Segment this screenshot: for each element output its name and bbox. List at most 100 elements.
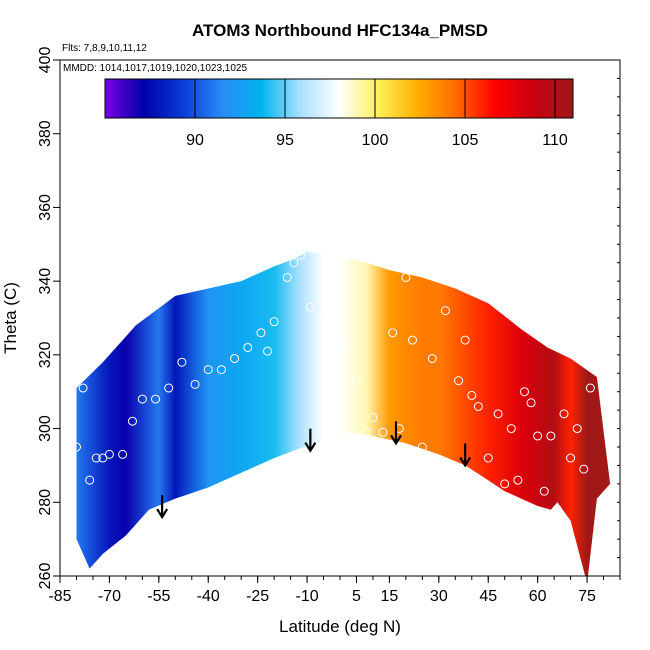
colorbar-tick-label: 95 (276, 132, 294, 149)
observation-markers (71, 250, 595, 515)
observation-point (585, 383, 595, 393)
observation-point (579, 464, 589, 474)
observation-point (417, 442, 427, 452)
heatmap-field (76, 251, 611, 576)
colorbar-scale (104, 78, 574, 119)
observation-point (519, 387, 529, 397)
observation-point (467, 390, 477, 400)
observation-point (338, 339, 348, 349)
observation-point (118, 449, 128, 459)
y-tick-label: 260 (37, 563, 54, 590)
y-tick-label: 340 (37, 268, 54, 295)
observation-point (263, 346, 273, 356)
colorbar-tick-label: 105 (452, 132, 479, 149)
observation-point (378, 427, 388, 437)
y-tick-label: 280 (37, 489, 54, 516)
observation-point (460, 335, 470, 345)
colorbar-tick-label: 90 (186, 132, 204, 149)
observation-point (533, 431, 543, 441)
flights-annotation: Flts: 7,8,9,10,11,12 (62, 43, 147, 54)
observation-point (151, 394, 161, 404)
observation-point (305, 302, 315, 312)
observation-point (85, 475, 95, 485)
y-axis: 260 280 300 320 340 360 380 400 (37, 47, 620, 590)
observation-point (177, 357, 187, 367)
y-tick-label: 360 (37, 194, 54, 221)
observation-point (361, 427, 371, 437)
x-tick-label: 75 (578, 588, 596, 605)
x-tick-label: -40 (197, 588, 220, 605)
tropopause-arrow (459, 443, 472, 468)
observation-point (203, 365, 213, 375)
observation-point (137, 394, 147, 404)
observation-point (328, 342, 338, 352)
observation-point (91, 453, 101, 463)
x-tick-label: -10 (295, 588, 318, 605)
y-axis-label: Theta (C) (1, 282, 20, 354)
observation-point (493, 409, 503, 419)
observation-point (190, 379, 200, 389)
observation-point (454, 376, 464, 386)
observation-point (559, 409, 569, 419)
observation-point (269, 317, 279, 327)
observation-point (164, 383, 174, 393)
y-tick-label: 400 (37, 47, 54, 74)
observation-point (71, 442, 81, 452)
observation-point (526, 398, 536, 408)
observation-point (319, 309, 329, 319)
observation-point (552, 505, 562, 515)
y-tick-label: 380 (37, 120, 54, 147)
observation-point (230, 354, 240, 364)
observation-point (407, 335, 417, 345)
tropopause-arrow (304, 428, 317, 453)
observation-point (500, 479, 510, 489)
tropopause-arrows (156, 421, 472, 520)
observation-point (351, 376, 361, 386)
observation-point (243, 342, 253, 352)
observation-point (539, 486, 549, 496)
x-axis-label: Latitude (deg N) (279, 617, 401, 636)
observation-point (546, 431, 556, 441)
tropopause-arrow (156, 495, 169, 520)
observation-point (295, 250, 305, 260)
observation-point (566, 453, 576, 463)
observation-point (127, 416, 137, 426)
dates-annotation: MMDD: 1014,1017,1019,1020,1023,1025 (63, 63, 247, 74)
observation-point (368, 413, 378, 423)
observation-point (388, 328, 398, 338)
y-tick-label: 320 (37, 341, 54, 368)
colorbar-tick-label: 100 (362, 132, 389, 149)
x-tick-label: 30 (430, 588, 448, 605)
x-tick-label: 45 (479, 588, 497, 605)
observation-point (282, 272, 292, 282)
observation-point (513, 475, 523, 485)
observation-point (289, 258, 299, 268)
x-tick-label: 5 (352, 588, 361, 605)
x-tick-label: 60 (529, 588, 547, 605)
tropopause-arrow (390, 421, 402, 446)
observation-point (483, 453, 493, 463)
x-tick-label: -70 (98, 588, 121, 605)
x-tick-label: -25 (246, 588, 269, 605)
y-tick-label: 300 (37, 415, 54, 442)
observation-point (256, 328, 266, 338)
chart-title: ATOM3 Northbound HFC134a_PMSD (192, 21, 488, 40)
observation-point (506, 424, 516, 434)
colorbar-tick-label: 110 (542, 132, 568, 149)
observation-point (98, 453, 108, 463)
observation-point (473, 401, 483, 411)
x-tick-label: -85 (48, 588, 71, 605)
observation-point (427, 354, 437, 364)
observation-point (440, 306, 450, 316)
observation-point (216, 365, 226, 375)
x-tick-label: -55 (147, 588, 170, 605)
observation-point (572, 424, 582, 434)
x-tick-label: 15 (381, 588, 399, 605)
colorbar: 90 95 100 105 110 (104, 78, 574, 149)
observation-point (104, 449, 114, 459)
x-axis: -85 -70 -55 -40 -25 -10 5 15 30 45 60 75 (48, 576, 621, 605)
observation-point (401, 272, 411, 282)
heatmap-region (76, 251, 611, 576)
observation-point (78, 383, 88, 393)
